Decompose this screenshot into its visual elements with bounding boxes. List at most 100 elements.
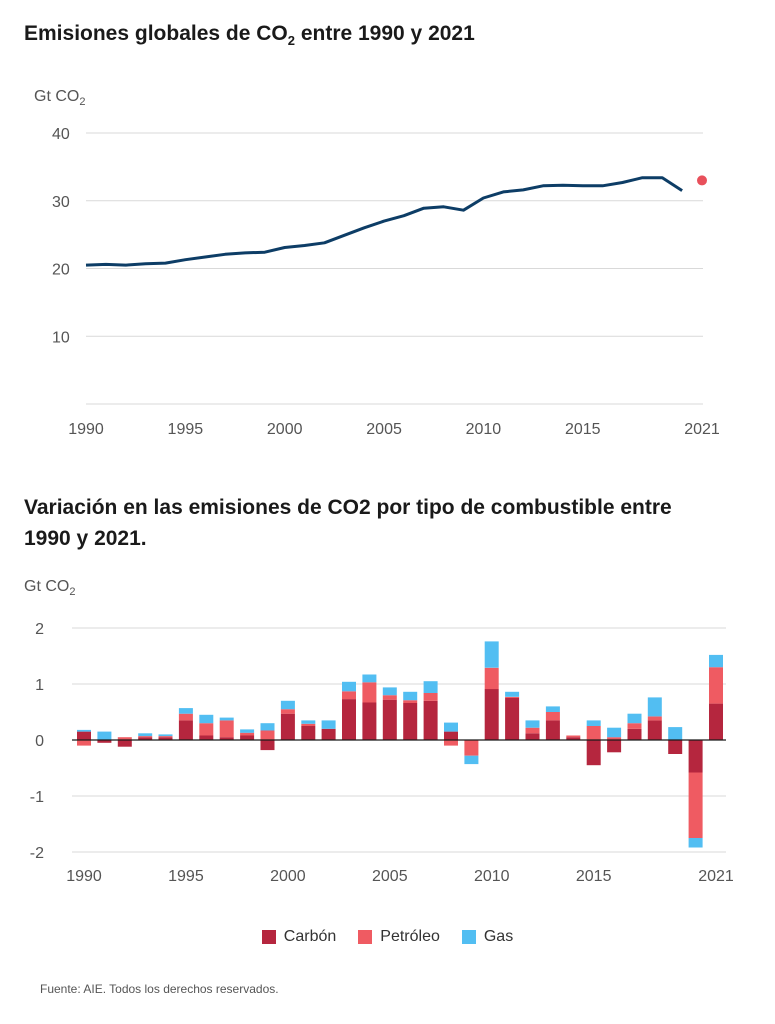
chart2-xtick-label: 1990	[66, 868, 102, 885]
bar-segment-gas	[668, 727, 683, 740]
legend-label-petroleo: Petróleo	[380, 928, 440, 945]
bar-segment-carbon	[382, 699, 397, 740]
bar-segment-petroleo	[158, 736, 173, 738]
chart1-ytick-label: 10	[52, 329, 70, 346]
chart2-xtick-label: 2000	[270, 868, 306, 885]
chart2-xtick-label: 2021	[698, 868, 734, 885]
bar-segment-carbon	[280, 713, 295, 740]
bar-segment-petroleo	[178, 713, 193, 721]
bar-segment-petroleo	[382, 695, 397, 700]
bar-segment-carbon	[709, 703, 723, 740]
bar-segment-petroleo	[219, 720, 234, 738]
source-note: Fuente: AIE. Todos los derechos reservad…	[40, 982, 279, 996]
bar-segment-gas	[525, 720, 540, 728]
bar-segment-gas	[647, 697, 662, 717]
bar-segment-petroleo	[627, 723, 642, 729]
bar-segment-gas	[607, 727, 622, 738]
bar-segment-petroleo	[117, 737, 132, 740]
bar-segment-carbon	[566, 737, 581, 740]
emissions-line	[85, 176, 683, 267]
chart1-unit-label: Gt CO2	[34, 88, 85, 108]
bar-segment-carbon	[545, 720, 560, 740]
chart1-ytick-label: 40	[52, 126, 70, 143]
bar-segment-gas	[423, 681, 438, 693]
bar-segment-petroleo	[77, 740, 91, 746]
bar-segment-gas	[199, 714, 214, 724]
bar-segment-gas	[178, 708, 193, 714]
bar-segment-carbon	[342, 699, 356, 740]
chart1-xtick-label: 2015	[565, 421, 601, 438]
chart2-ytick-label: 0	[35, 733, 44, 750]
bar-segment-carbon	[260, 740, 275, 751]
bar-segment-petroleo	[607, 737, 622, 740]
bar-segment-gas	[97, 731, 112, 740]
bar-segment-carbon	[178, 720, 193, 740]
bar-segment-petroleo	[464, 740, 479, 756]
bar-segment-carbon	[607, 740, 622, 753]
bar-segment-gas	[586, 720, 601, 726]
legend-swatch-petroleo	[358, 930, 373, 944]
bar-segment-gas	[382, 687, 397, 696]
bar-segment-gas	[260, 723, 275, 731]
chart2-unit-label: Gt CO2	[24, 578, 75, 598]
bar-segment-carbon	[444, 731, 458, 740]
legend-item-carbon: Carbón	[261, 928, 336, 946]
bar-segment-petroleo	[688, 772, 703, 838]
bar-segment-gas	[138, 733, 153, 737]
line-chart-emissions: Gt CO2 10 20 30 40 1990 1995 2000 2005 2010 2015…	[34, 88, 720, 438]
bar-segment-petroleo	[138, 736, 153, 738]
bar-segment-petroleo	[709, 667, 723, 704]
bar-segment-petroleo	[240, 732, 255, 736]
bar-segment-carbon	[362, 702, 377, 740]
bar-segment-carbon	[158, 737, 173, 740]
chart2-ytick-label: 2	[35, 621, 44, 638]
bar-segment-petroleo	[525, 727, 540, 734]
bar-chart-fuel-variation: Gt CO2 2 1 0 -1 -2 1990 1995 2000 2005 2010 2015 2…	[24, 578, 734, 885]
bar-segment-carbon	[586, 740, 601, 766]
chart1-xtick-label: 1995	[168, 421, 204, 438]
bar-segment-gas	[688, 838, 703, 848]
bar-segment-petroleo	[342, 691, 356, 700]
bar-segment-carbon	[627, 728, 642, 740]
bar-segment-carbon	[668, 740, 683, 754]
bar-segment-gas	[158, 734, 173, 737]
bar-segment-carbon	[403, 703, 418, 740]
chart2-legend: Carbón Petróleo Gas	[0, 928, 775, 946]
chart2-ytick-label: -2	[30, 845, 44, 862]
bar-segment-petroleo	[301, 723, 316, 726]
chart1-xtick-label: 2005	[366, 421, 402, 438]
chart1-ytick-label: 20	[52, 262, 70, 279]
chart1-xtick-label: 2021	[684, 421, 720, 438]
bar-segment-carbon	[484, 689, 499, 740]
chart2-ytick-label: 1	[35, 677, 44, 694]
bar-segment-petroleo	[484, 667, 499, 690]
bar-segment-petroleo	[260, 730, 275, 740]
bar-segment-carbon	[240, 735, 255, 740]
bar-segment-carbon	[647, 720, 662, 740]
bar-segment-gas	[484, 641, 499, 668]
bar-segment-carbon	[301, 726, 316, 740]
bar-segment-gas	[342, 681, 356, 692]
bar-segment-petroleo	[566, 735, 581, 738]
bar-segment-gas	[505, 691, 520, 697]
chart2-xtick-label: 1995	[168, 868, 204, 885]
bar-segment-petroleo	[647, 716, 662, 721]
chart1-xtick-label: 2000	[267, 421, 303, 438]
bar-segment-carbon	[219, 737, 234, 740]
bar-segment-carbon	[525, 733, 540, 740]
bar-segment-carbon	[199, 735, 214, 740]
bar-segment-petroleo	[403, 700, 418, 703]
bar-segment-gas	[444, 722, 458, 732]
chart1-title: Emisiones globales de CO2 entre 1990 y 2…	[24, 22, 475, 49]
bar-segment-gas	[627, 713, 642, 724]
legend-swatch-carbon	[261, 930, 276, 944]
bar-segment-gas	[240, 729, 255, 733]
bar-segment-petroleo	[444, 740, 458, 746]
bar-segment-gas	[280, 700, 295, 710]
bar-segment-petroleo	[586, 726, 601, 740]
bar-segment-petroleo	[505, 696, 520, 698]
bar-segment-gas	[709, 654, 723, 668]
bar-segment-petroleo	[423, 693, 438, 701]
bar-segment-carbon	[423, 700, 438, 740]
bar-segment-gas	[321, 720, 336, 729]
